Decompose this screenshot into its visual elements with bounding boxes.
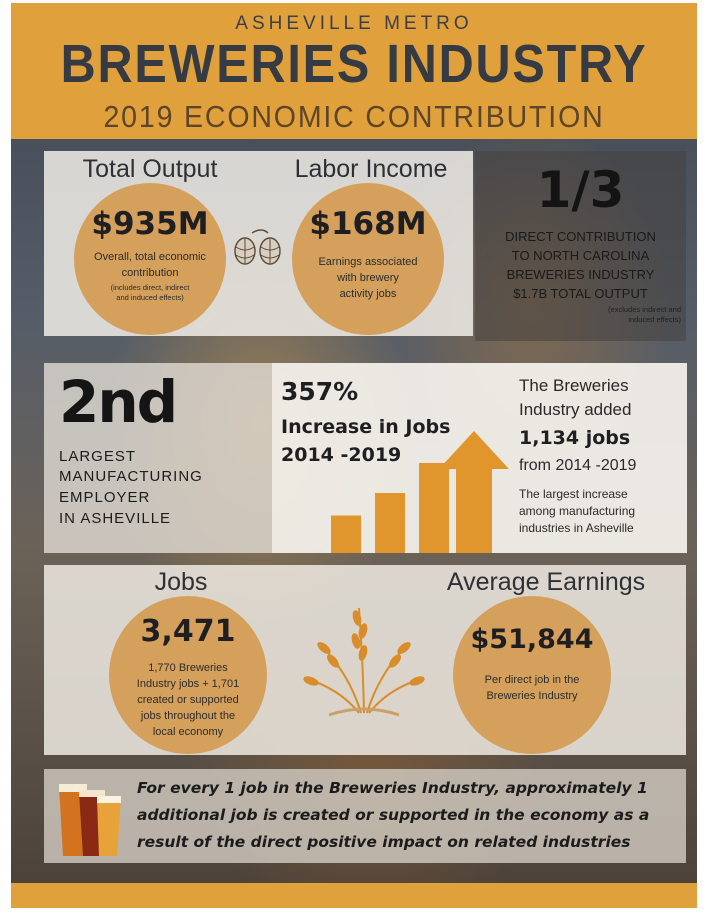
header-title: BREWERIES INDUSTRY [60,34,648,94]
rank-value: 2nd [59,368,178,436]
added-note-2: among manufacturing [519,504,636,518]
multiplier-panel [44,769,686,863]
hops-icon [234,229,281,265]
total-output-circle [74,183,226,335]
added-line-2: Industry added [519,400,632,419]
rank-line-3: EMPLOYER [59,489,151,506]
share-line-1: DIRECT CONTRIBUTION [505,229,656,244]
labor-income-desc-3: activity jobs [339,288,397,300]
multiplier-line-1: For every 1 job in the Breweries Industr… [137,779,648,797]
growth-line-1: Increase in Jobs [281,416,451,438]
earnings-line-1: Per direct job in the [484,674,580,686]
header-subtitle: ASHEVILLE METRO [235,13,473,34]
jobs-label: Jobs [154,568,208,596]
earnings-line-2: Breweries Industry [486,690,578,702]
jobs-circle [109,596,267,754]
added-value: 1,134 jobs [519,427,631,449]
growth-bar [331,515,361,553]
added-line-3: from 2014 -2019 [519,457,637,474]
multiplier-line-2: additional job is created or supported i… [137,806,650,824]
total-output-note-2: and induced effects) [116,293,184,302]
jobs-value: 3,471 [140,614,236,649]
labor-income-label: Labor Income [294,155,448,183]
growth-line-2: 2014 -2019 [281,444,402,466]
header-year-line: 2019 ECONOMIC CONTRIBUTION [103,99,605,134]
growth-bar-chart [331,431,509,553]
share-line-4: $1.7B TOTAL OUTPUT [513,286,648,301]
added-note-1: The largest increase [519,487,628,501]
labor-income-desc-1: Earnings associated [318,256,418,268]
jobs-line-2: Industry jobs + 1,701 [136,678,240,690]
beer-glasses-icon [59,784,121,856]
added-line-1: The Breweries [519,376,629,395]
growth-bar [419,463,449,553]
earnings-label: Average Earnings [446,568,646,596]
share-note-2: induced effects) [628,315,681,324]
rank-line-1: LARGEST [59,448,137,465]
earnings-value: $51,844 [470,624,594,655]
labor-income-circle [292,183,444,335]
multiplier-line-3: result of the direct positive impact on … [137,833,631,851]
total-output-label: Total Output [82,155,218,183]
jobs-line-3: created or supported [137,694,239,706]
share-value: 1/3 [536,161,625,219]
earnings-circle [453,596,611,754]
share-panel [475,151,686,341]
growth-arrow-icon [439,431,509,553]
wheat-icon [303,607,425,717]
share-line-3: BREWERIES INDUSTRY [506,267,655,282]
growth-percent: 357% [281,377,359,406]
share-line-2: TO NORTH CAROLINA [511,248,650,263]
labor-income-value: $168M [309,206,427,242]
share-note-1: (excludes indirect and [608,305,681,314]
rank-panel [44,363,272,553]
jobs-line-5: local economy [152,726,224,738]
rank-line-4: IN ASHEVILLE [59,510,172,527]
infographic: ASHEVILLE METRO BREWERIES INDUSTRY 2019 … [11,3,697,908]
added-note-3: industries in Asheville [519,521,634,535]
total-output-value: $935M [91,206,209,242]
total-output-desc-2: contribution [121,267,179,279]
header-banner: ASHEVILLE METRO BREWERIES INDUSTRY 2019 … [11,3,697,139]
growth-bar [375,493,405,553]
jobs-line-1: 1,770 Breweries [148,662,228,674]
labor-income-desc-2: with brewery [337,272,399,284]
jobs-line-4: jobs throughout the [140,710,236,722]
footer-banner [11,883,697,908]
total-output-desc-1: Overall, total economic [94,251,206,263]
rank-line-2: MANUFACTURING [59,468,203,485]
total-output-note-1: (includes direct, indirect [110,283,190,292]
